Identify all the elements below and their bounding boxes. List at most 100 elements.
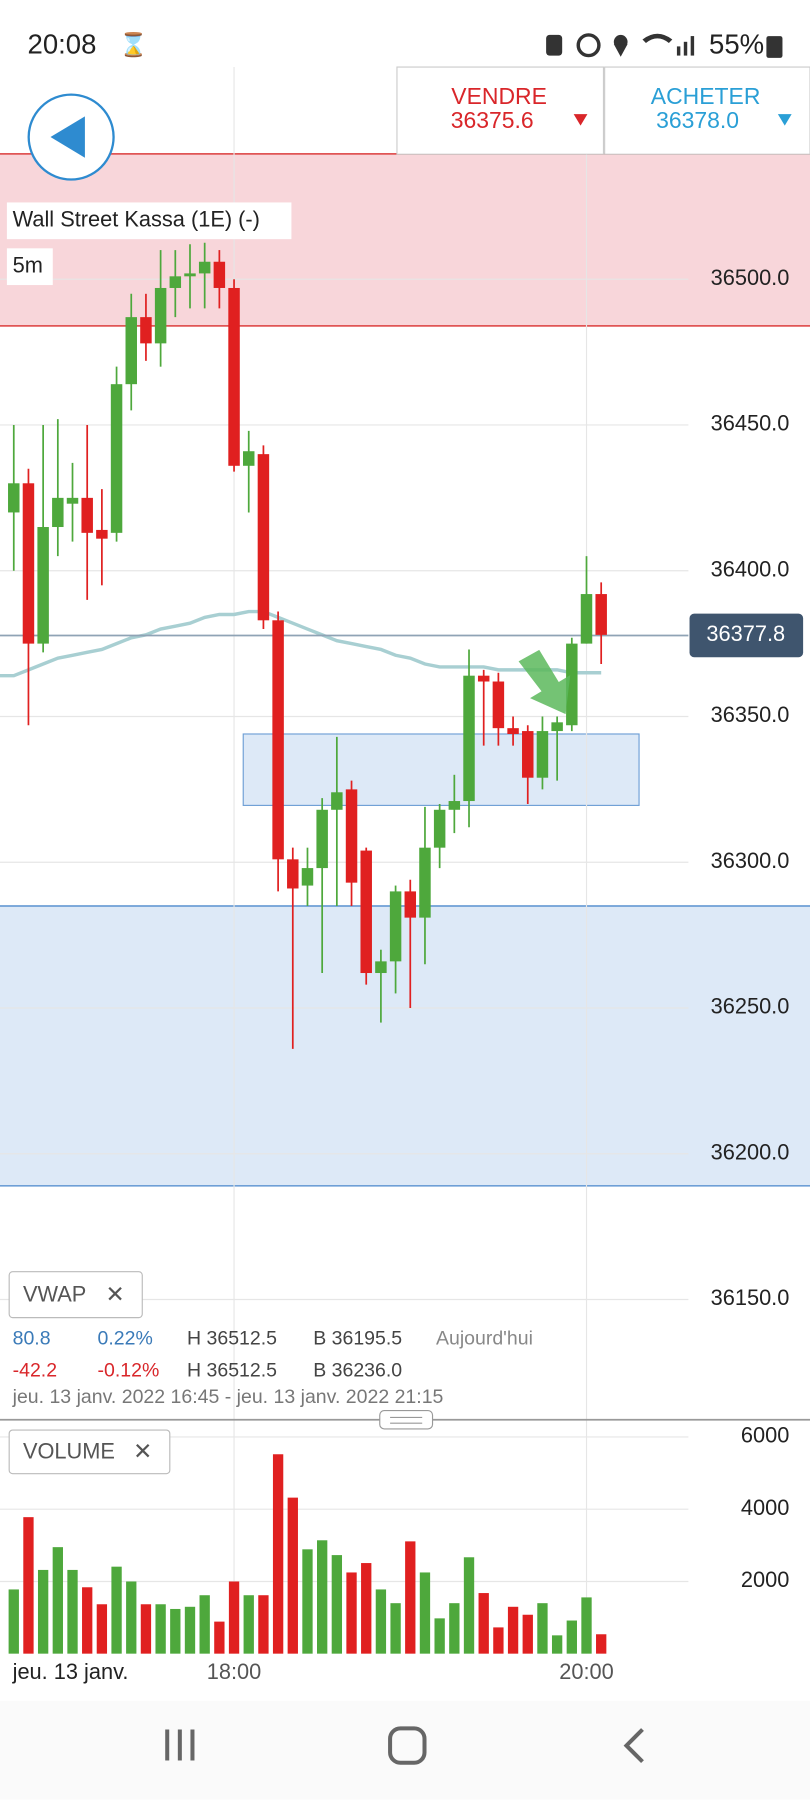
y-tick-label: 36200.0	[711, 1140, 790, 1165]
y-tick-label: 4000	[741, 1495, 789, 1520]
volume-bar	[317, 1540, 328, 1654]
volume-bar	[361, 1563, 372, 1654]
resize-handle[interactable]	[379, 1409, 434, 1430]
candle-body	[345, 789, 358, 883]
volume-bar	[419, 1572, 431, 1654]
candle-body	[301, 868, 314, 886]
candle-body	[551, 722, 563, 732]
info-value: -42.2	[13, 1360, 57, 1382]
candle-body	[492, 681, 505, 729]
candle-body	[433, 809, 446, 848]
volume-bar	[346, 1572, 357, 1654]
volume-bar	[199, 1595, 210, 1654]
volume-bar	[96, 1604, 108, 1654]
buy-button[interactable]	[604, 66, 810, 155]
buy-arrow	[777, 114, 792, 126]
volume-bar	[493, 1627, 504, 1654]
y-tick-label: 2000	[741, 1567, 789, 1592]
volume-bar	[522, 1614, 533, 1654]
volume-bar	[228, 1581, 240, 1654]
volume-bar	[37, 1569, 49, 1654]
volume-bar	[478, 1593, 489, 1654]
volume-bar	[82, 1587, 93, 1654]
last-price-label: 36377.8	[706, 621, 785, 646]
volume-bar	[8, 1589, 19, 1654]
info-value: Aujourd'hui	[436, 1328, 533, 1350]
y-tick-label: 36400.0	[711, 556, 790, 581]
volume-bar	[551, 1635, 563, 1654]
vwap-legend[interactable]	[8, 1271, 143, 1319]
date-range: jeu. 13 janv. 2022 16:45 - jeu. 13 janv.…	[12, 1386, 444, 1408]
nav-recent[interactable]	[165, 1729, 195, 1761]
annotation-arrow	[518, 649, 571, 715]
candle-body	[198, 261, 211, 274]
candle-body	[522, 731, 534, 778]
volume-bar	[302, 1549, 313, 1654]
volume-bar	[184, 1606, 196, 1654]
volume-bar	[258, 1595, 269, 1654]
candle-body	[52, 497, 64, 528]
info-value: -0.12%	[98, 1360, 160, 1382]
candle-body	[243, 451, 255, 466]
volume-name: VOLUME	[23, 1439, 115, 1464]
sell-button[interactable]	[396, 66, 605, 155]
volume-legend[interactable]	[8, 1429, 171, 1475]
hourglass: ⌛	[119, 31, 148, 58]
candle-body	[257, 454, 270, 621]
title-box	[6, 202, 292, 240]
volume-bar	[214, 1621, 225, 1654]
volume-bar	[140, 1604, 152, 1654]
candle-body	[96, 529, 108, 539]
x-tick-label: 20:00	[559, 1659, 614, 1684]
status-time: 20:08	[28, 29, 97, 60]
nav-bar	[0, 1700, 810, 1800]
candle-body	[81, 497, 93, 533]
candle-body	[110, 384, 123, 533]
candle-body	[37, 527, 49, 644]
chart-title: Wall Street Kassa (1E) (-)	[13, 207, 260, 232]
volume-bar	[126, 1581, 137, 1654]
info-value: 80.8	[13, 1328, 51, 1350]
candle-body	[154, 287, 167, 344]
volume-bar	[375, 1589, 387, 1654]
candle-body	[125, 317, 137, 385]
sell-label: VENDRE	[451, 83, 547, 109]
buy-price: 36378.0	[656, 107, 739, 133]
candle-body	[8, 483, 20, 513]
close-icon[interactable]: ✕	[106, 1281, 125, 1307]
vwap-name: VWAP	[23, 1282, 86, 1307]
volume-bar	[405, 1541, 416, 1654]
volume-bar	[566, 1620, 577, 1654]
candle-body	[66, 497, 79, 504]
y-tick-label: 36150.0	[711, 1285, 790, 1310]
candle-body	[272, 620, 284, 860]
candle-body	[477, 675, 490, 682]
date-box	[6, 1656, 157, 1689]
candle-body	[331, 792, 343, 810]
volume-bar	[67, 1569, 78, 1654]
candle-body	[595, 594, 607, 635]
candle-body	[404, 891, 417, 918]
candle-body	[213, 261, 226, 288]
buy-label: ACHETER	[651, 83, 761, 109]
interval: 5m	[13, 252, 43, 277]
y-tick-label: 36250.0	[711, 994, 790, 1019]
status-icons	[546, 33, 783, 58]
volume-bar	[170, 1608, 181, 1654]
candle-body	[360, 850, 372, 974]
info-value: B 36236.0	[313, 1360, 402, 1382]
candle-body	[169, 276, 182, 288]
close-icon[interactable]: ✕	[133, 1438, 152, 1464]
nav-back[interactable]	[623, 1728, 644, 1764]
volume-bar	[507, 1606, 519, 1654]
nav-home[interactable]	[388, 1726, 427, 1765]
volume-bar	[596, 1634, 607, 1654]
info-value: 0.22%	[98, 1328, 153, 1350]
volume-bar	[463, 1557, 475, 1654]
info-value: H 36512.5	[187, 1360, 277, 1382]
volume-bar	[52, 1547, 63, 1654]
y-tick-label: 36300.0	[711, 848, 790, 873]
volume-bar	[23, 1517, 34, 1654]
